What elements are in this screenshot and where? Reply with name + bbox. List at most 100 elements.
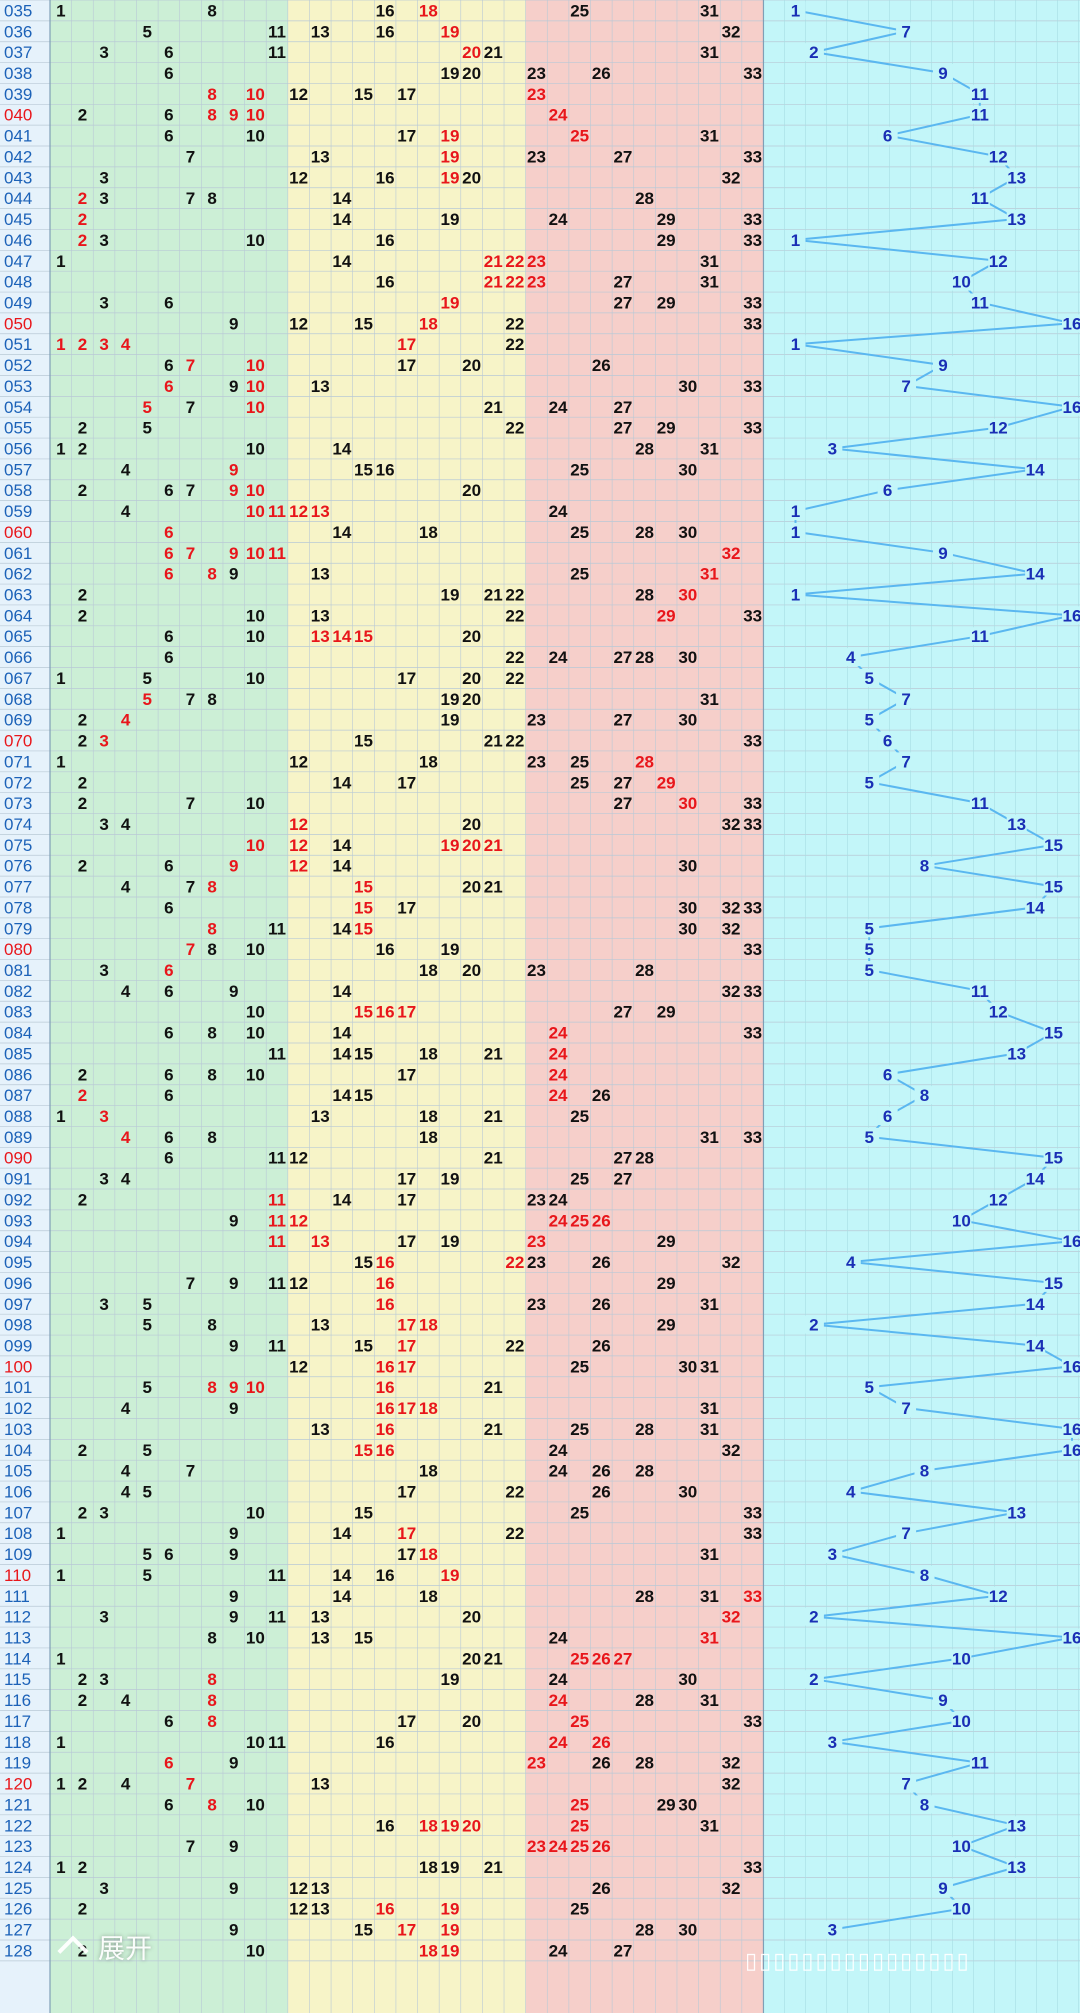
drawn-number: 7 <box>186 1775 195 1794</box>
drawn-number: 13 <box>311 147 330 166</box>
drawn-number: 21 <box>484 586 503 605</box>
trend-label-bg <box>896 1399 917 1418</box>
zone-bg-cyan <box>763 0 1080 2013</box>
drawn-number: 18 <box>419 1399 438 1418</box>
drawn-number: 26 <box>592 1086 611 1105</box>
drawn-number: 19 <box>441 1900 460 1919</box>
issue-label: 084 <box>4 1024 32 1043</box>
drawn-number: 6 <box>164 1754 173 1773</box>
drawn-number: 21 <box>484 1044 503 1063</box>
drawn-number: 2 <box>78 586 87 605</box>
drawn-number: 10 <box>246 1503 265 1522</box>
drawn-number: 28 <box>635 1754 654 1773</box>
drawn-number: 1 <box>56 1858 65 1877</box>
drawn-number: 16 <box>376 1900 395 1919</box>
trend-label-bg <box>1062 1419 1080 1438</box>
trend-point-label: 13 <box>1007 210 1026 229</box>
issue-label: 122 <box>4 1816 32 1835</box>
trend-label-bg <box>785 585 806 604</box>
drawn-number: 28 <box>635 1462 654 1481</box>
drawn-number: 27 <box>613 773 632 792</box>
drawn-number: 27 <box>613 1003 632 1022</box>
drawn-number: 10 <box>246 669 265 688</box>
drawn-number: 30 <box>678 377 697 396</box>
trend-label-bg <box>969 1753 990 1772</box>
drawn-number: 2 <box>78 1900 87 1919</box>
drawn-number: 31 <box>700 273 719 292</box>
trend-label-bg <box>1043 835 1064 854</box>
drawn-number: 1 <box>56 1775 65 1794</box>
drawn-number: 9 <box>229 377 238 396</box>
trend-point-label: 16 <box>1063 1441 1080 1460</box>
drawn-number: 14 <box>332 1024 351 1043</box>
trend-label-bg <box>877 1065 898 1084</box>
drawn-number: 16 <box>376 1003 395 1022</box>
drawn-number: 9 <box>229 1274 238 1293</box>
trend-label-bg <box>914 1795 935 1814</box>
trend-point-label: 12 <box>989 419 1008 438</box>
drawn-number: 28 <box>635 586 654 605</box>
drawn-number: 10 <box>246 1941 265 1960</box>
drawn-number: 10 <box>246 794 265 813</box>
issue-label: 090 <box>4 1149 32 1168</box>
drawn-number: 25 <box>570 1420 589 1439</box>
drawn-number: 11 <box>268 1211 286 1230</box>
trend-point-label: 7 <box>901 1399 910 1418</box>
issue-label: 111 <box>4 1587 30 1606</box>
drawn-number: 29 <box>657 210 676 229</box>
drawn-number: 10 <box>246 1733 265 1752</box>
drawn-number: 28 <box>635 1587 654 1606</box>
drawn-number: 6 <box>164 1086 173 1105</box>
drawn-number: 12 <box>289 1211 308 1230</box>
drawn-number: 22 <box>505 335 524 354</box>
trend-point-label: 16 <box>1063 1232 1080 1251</box>
drawn-number: 16 <box>376 1816 395 1835</box>
drawn-number: 15 <box>354 1253 373 1272</box>
drawn-number: 21 <box>484 43 503 62</box>
drawn-number: 2 <box>78 231 87 250</box>
drawn-number: 17 <box>397 1336 416 1355</box>
trend-point-label: 3 <box>828 1733 837 1752</box>
issue-label: 056 <box>4 439 32 458</box>
drawn-number: 8 <box>207 919 216 938</box>
drawn-number: 25 <box>570 127 589 146</box>
drawn-number: 10 <box>246 398 265 417</box>
drawn-number: 10 <box>246 1629 265 1648</box>
drawn-number: 8 <box>207 1316 216 1335</box>
issue-label: 051 <box>4 335 32 354</box>
trend-point-label: 2 <box>809 1316 818 1335</box>
trend-point-label: 4 <box>846 1482 856 1501</box>
trend-point-label: 9 <box>938 1879 947 1898</box>
drawn-number: 2 <box>78 1941 87 1960</box>
drawn-number: 3 <box>99 1879 108 1898</box>
drawn-number: 18 <box>419 1462 438 1481</box>
issue-label: 049 <box>4 293 32 312</box>
drawn-number: 14 <box>332 857 351 876</box>
issue-label: 081 <box>4 961 32 980</box>
expand-button[interactable]: 展开 <box>57 1924 152 1968</box>
trend-point-label: 10 <box>952 1211 971 1230</box>
drawn-number: 17 <box>397 127 416 146</box>
drawn-number: 15 <box>354 1921 373 1940</box>
more-dots-icon[interactable]: ▯▯▯▯▯▯▯▯▯▯▯▯▯▯▯▯ <box>745 1948 971 1973</box>
drawn-number: 7 <box>186 147 195 166</box>
drawn-number: 8 <box>207 690 216 709</box>
drawn-number: 18 <box>419 1 438 20</box>
drawn-number: 25 <box>570 1 589 20</box>
drawn-number: 17 <box>397 773 416 792</box>
drawn-number: 16 <box>376 940 395 959</box>
drawn-number: 18 <box>419 752 438 771</box>
drawn-number: 9 <box>229 1879 238 1898</box>
trend-label-bg <box>877 1107 898 1126</box>
drawn-number: 31 <box>700 127 719 146</box>
drawn-number: 32 <box>722 1754 741 1773</box>
drawn-number: 24 <box>549 1441 568 1460</box>
trend-label-bg <box>988 1002 1009 1021</box>
drawn-number: 15 <box>354 732 373 751</box>
trend-point-label: 7 <box>901 1775 910 1794</box>
drawn-number: 4 <box>121 502 131 521</box>
issue-label: 080 <box>4 940 32 959</box>
issue-label: 058 <box>4 481 32 500</box>
issue-label: 047 <box>4 252 32 271</box>
issue-label: 106 <box>4 1482 32 1501</box>
